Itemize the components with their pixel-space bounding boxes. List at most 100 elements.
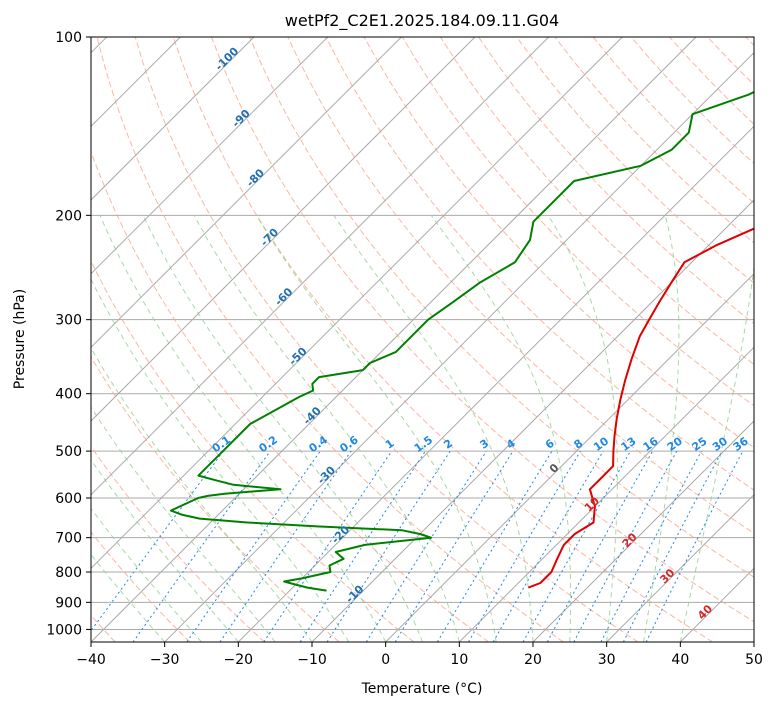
skewed-isotherm	[532, 420, 754, 642]
skewed-isotherm	[679, 567, 754, 642]
y-tick-label: 100	[55, 30, 82, 46]
skewed-isotherm	[753, 641, 754, 642]
y-tick-label: 900	[55, 595, 82, 611]
mixing-ratio-label: 1.5	[412, 433, 435, 455]
mixing-ratio-line	[436, 450, 553, 642]
skewed-isotherm	[91, 37, 476, 422]
isotherm-label: -100	[213, 44, 242, 73]
moist-adiabat	[91, 553, 166, 642]
isotherm-label: -90	[230, 107, 253, 130]
isotherm-label: 20	[620, 530, 640, 550]
y-tick-label: 800	[55, 565, 82, 581]
skewed-isotherm	[91, 37, 550, 496]
x-tick-label: −10	[297, 652, 327, 668]
y-tick-label: 400	[55, 387, 82, 403]
y-tick-label: 300	[55, 313, 82, 329]
mixing-ratio-label: 0.6	[337, 433, 361, 455]
mixing-ratio-line	[132, 450, 271, 642]
moist-adiabat	[193, 215, 460, 642]
dewpoint-line	[169, 90, 754, 592]
axis-ticks: −40 −30 −20 −10 0 10 20 30 40 5010020030040050060…	[46, 30, 763, 668]
mixing-ratio-label: 0.2	[257, 433, 280, 455]
skewed-isotherm	[91, 37, 623, 570]
skewed-isotherm	[91, 37, 329, 275]
dry-adiabat	[96, 37, 564, 642]
skewed-isotherm	[606, 493, 754, 642]
isotherm-label: -40	[301, 404, 324, 427]
skewed-isotherm	[385, 272, 754, 642]
x-tick-label: 30	[598, 652, 616, 668]
moist-adiabat	[333, 215, 534, 642]
mixing-ratio-line	[365, 450, 487, 642]
mixing-ratio-line	[326, 450, 451, 642]
dry-adiabat	[401, 37, 754, 407]
x-tick-label: 50	[745, 652, 763, 668]
moist-adiabat	[547, 215, 618, 642]
moist-adiabat	[643, 215, 680, 642]
isoline-labels: 0.1 0.2 0.4 0.6 1 1.5 2 3 4 6 8 10 13 16 20 25 30 36-100-…	[210, 44, 751, 622]
dry-adiabat	[91, 531, 191, 642]
x-tick-label: 20	[524, 652, 542, 668]
dry-adiabat	[91, 259, 415, 642]
x-axis-title: Temperature (°C)	[361, 681, 483, 697]
moist-adiabat	[91, 406, 276, 642]
moist-adiabat	[255, 215, 497, 642]
y-tick-label: 200	[55, 208, 82, 224]
mixing-ratio-line	[622, 450, 723, 642]
skewed-isotherm	[311, 199, 754, 642]
dry-adiabat	[91, 356, 340, 642]
x-tick-label: 10	[450, 652, 468, 668]
mixing-ratio-line	[186, 450, 321, 642]
isotherm-label: -60	[272, 285, 295, 308]
dry-adiabat	[516, 37, 754, 284]
moist-adiabat	[142, 215, 423, 642]
skewed-isotherm	[91, 37, 255, 201]
mixing-ratio-line	[394, 450, 514, 642]
moist-adiabat	[91, 459, 239, 642]
dry-adiabat	[439, 37, 754, 366]
y-tick-label: 600	[55, 491, 82, 507]
y-tick-label: 1000	[46, 622, 82, 638]
skewed-isotherm	[91, 37, 402, 349]
moist-adiabat	[91, 278, 350, 642]
mixing-ratio-line	[468, 450, 581, 642]
isotherm-label: -30	[315, 463, 338, 486]
mixing-ratio-label: 2	[441, 437, 455, 452]
mixing-ratio-label: 3	[478, 437, 492, 452]
dry-adiabat	[745, 37, 754, 47]
isotherm-label: -80	[244, 166, 267, 189]
dry-adiabat	[630, 37, 754, 165]
isotherm-label: 10	[582, 494, 602, 514]
x-tick-label: −30	[150, 652, 180, 668]
dry-adiabat	[249, 37, 754, 578]
skewed-isotherm	[458, 346, 754, 642]
dry-adiabat	[134, 37, 639, 642]
isotherm-label: -70	[258, 226, 281, 249]
x-tick-label: −20	[224, 652, 254, 668]
isotherm-label: 40	[695, 602, 715, 622]
dry-adiabat	[211, 37, 754, 623]
mixing-ratio-line	[600, 450, 702, 642]
moist-adiabat	[91, 507, 202, 642]
dry-adiabat	[707, 37, 754, 86]
skewed-isotherm	[91, 37, 697, 642]
y-tick-label: 500	[55, 444, 82, 460]
background-lines	[91, 37, 754, 642]
isotherm-label: -50	[286, 345, 309, 368]
skewed-isotherm	[164, 51, 754, 642]
mixing-ratio-line	[546, 450, 654, 642]
moist-adiabat	[679, 263, 754, 642]
mixing-ratio-line	[492, 450, 604, 642]
dry-adiabat	[554, 37, 754, 244]
mixing-ratio-label: 6	[543, 437, 557, 452]
mixing-ratio-line	[91, 450, 224, 632]
temperature-line	[528, 227, 754, 589]
mixing-ratio-line	[299, 450, 426, 642]
mixing-ratio-line	[573, 450, 678, 642]
x-tick-label: −40	[76, 652, 106, 668]
skewed-isotherm	[237, 125, 754, 642]
x-tick-label: 0	[381, 652, 390, 668]
mixing-ratio-line	[645, 450, 744, 642]
